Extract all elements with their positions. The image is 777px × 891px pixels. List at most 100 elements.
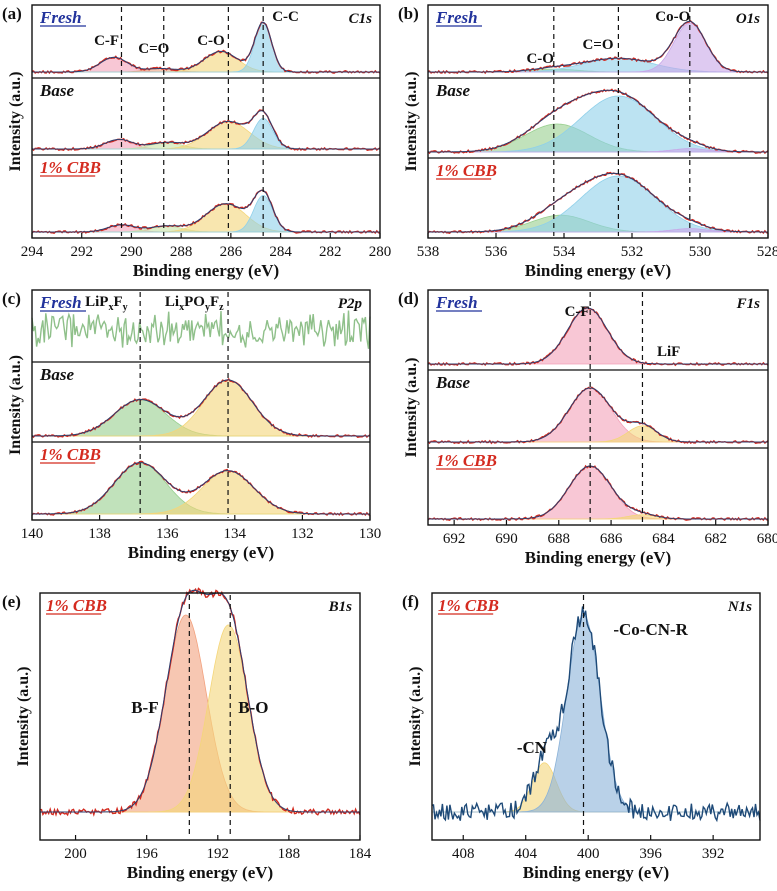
peak-c-f (428, 465, 768, 520)
peak-c-o (428, 175, 768, 233)
x-tick-label: 400 (577, 846, 600, 862)
panel-e-b1s: 1% CBB B-F B-O B1s (e) 200 196 192 188 184 Binding… (2, 587, 372, 882)
fit-envelope-line (428, 89, 768, 153)
peak-co-o (428, 228, 768, 233)
x-tick-label: 290 (120, 244, 143, 260)
sample-label-1-cbb: 1% CBB (40, 445, 101, 464)
x-axis-label: Binding energy (eV) (127, 863, 273, 882)
element-label: P2p (338, 296, 363, 312)
panel-letter: (f) (402, 592, 419, 611)
panel-d-f1s: Fresh Base 1% CBB C-F LiF F1s (d) 692 690 688 686 6… (398, 289, 777, 567)
sample-label-fresh: Fresh (39, 293, 82, 312)
subpanel-1-cbb: 1% CBB (31, 154, 381, 235)
y-axis-label: Intensity (a.u.) (7, 355, 24, 455)
fit-envelope-line (32, 110, 380, 150)
peak-c-o (32, 203, 380, 233)
fit-envelope-line (32, 462, 370, 515)
peak-lixpoyfz (32, 379, 370, 437)
annotation--co-cn-r: -Co-CN-R (613, 620, 688, 639)
x-tick-label: 280 (369, 244, 392, 260)
x-tick-label: 686 (600, 531, 623, 547)
x-tick-label: 184 (349, 846, 372, 862)
y-axis-label: Intensity (a.u.) (7, 71, 24, 171)
plot-frame (31, 4, 381, 239)
annotation-lif: LiF (657, 344, 680, 360)
x-tick-label: 688 (548, 531, 571, 547)
x-tick-label: 682 (704, 531, 727, 547)
peak--co-cn-r (432, 614, 760, 813)
element-label: B1s (328, 599, 353, 615)
panel-letter: (e) (2, 592, 21, 611)
element-label: F1s (736, 296, 761, 312)
annotation-c-f: C-F (565, 304, 590, 320)
x-axis-label: Binding energy (eV) (525, 261, 671, 280)
x-tick-label: 140 (21, 526, 44, 542)
annotation-b-f: B-F (131, 698, 158, 717)
x-tick-label: 538 (417, 244, 440, 260)
plot-frame (31, 289, 371, 521)
peak-c-o (32, 51, 380, 73)
x-tick-label: 532 (621, 244, 644, 260)
x-tick-label: 684 (652, 531, 675, 547)
peak-c-f (428, 307, 768, 365)
panel-letter: (b) (398, 4, 419, 23)
panel-f-n1s: 1% CBB -Co-CN-R -CN N1s (f) 408 404 400 396 392 Bi… (402, 592, 761, 882)
sample-label-fresh: Fresh (435, 293, 478, 312)
annotation-c-o: C=O (138, 41, 169, 57)
x-tick-label: 288 (170, 244, 193, 260)
x-tick-label: 200 (64, 846, 87, 862)
fit-envelope-line (32, 21, 380, 73)
sample-label-base: Base (435, 373, 470, 392)
sample-label-1-cbb: 1% CBB (438, 596, 499, 615)
subpanel-base: Base (31, 361, 371, 439)
x-tick-label: 396 (639, 846, 662, 862)
subpanel-1-cbb: 1% CBB (427, 447, 769, 522)
sample-label-base: Base (435, 81, 470, 100)
peak-c-o (428, 95, 768, 153)
y-axis-label: Intensity (a.u.) (15, 666, 32, 766)
fit-envelope-line (428, 20, 768, 73)
plot-frame (39, 592, 361, 841)
subpanel-base: Base (427, 369, 769, 445)
x-tick-label: 692 (443, 531, 466, 547)
panel-letter: (d) (398, 289, 419, 308)
annotation-c-o: C-O (197, 33, 225, 49)
raw-spectrum-line (31, 310, 371, 349)
annotation-co-o: Co-O (655, 9, 690, 25)
x-tick-label: 408 (452, 846, 475, 862)
fit-envelope-line (428, 307, 768, 365)
annotation-c-o: C=O (582, 37, 613, 53)
sample-label-fresh: Fresh (39, 8, 82, 27)
x-axis-label: Binding energy (eV) (128, 543, 274, 562)
subpanel-1-cbb: 1% CBB (427, 157, 769, 235)
x-tick-label: 192 (207, 846, 230, 862)
subpanel-fresh: Fresh (32, 8, 381, 75)
peak-c-o (32, 120, 380, 150)
x-tick-label: 136 (156, 526, 179, 542)
plot-frame (427, 289, 769, 526)
annotation-c-c: C-C (272, 9, 299, 25)
panel-b-o1s: Fresh Base 1% CBB C-O C=O Co-O O1s (b) 538 536 534… (398, 4, 777, 280)
fit-envelope-line (32, 189, 380, 233)
x-tick-label: 132 (291, 526, 314, 542)
x-tick-label: 196 (135, 846, 158, 862)
x-tick-label: 404 (514, 846, 537, 862)
plot-frame (427, 4, 769, 239)
annotation--cn: -CN (517, 738, 548, 757)
plot-frame (431, 592, 761, 841)
fit-envelope-line (428, 172, 768, 233)
x-tick-label: 392 (702, 846, 725, 862)
subpanel-fresh: Fresh (428, 8, 769, 75)
element-label: O1s (736, 11, 760, 27)
x-axis-label: Binding energy (eV) (523, 863, 669, 882)
y-axis-label: Intensity (a.u.) (403, 71, 420, 171)
x-tick-label: 690 (495, 531, 518, 547)
y-axis-label: Intensity (a.u.) (407, 666, 424, 766)
x-tick-label: 528 (757, 244, 777, 260)
subpanel-base: Base (31, 77, 381, 152)
annotation-lixpoyfz: LixPOyFz (165, 294, 224, 313)
subpanel-base: Base (427, 77, 769, 155)
fit-envelope-line (32, 379, 370, 437)
x-tick-label: 282 (319, 244, 342, 260)
